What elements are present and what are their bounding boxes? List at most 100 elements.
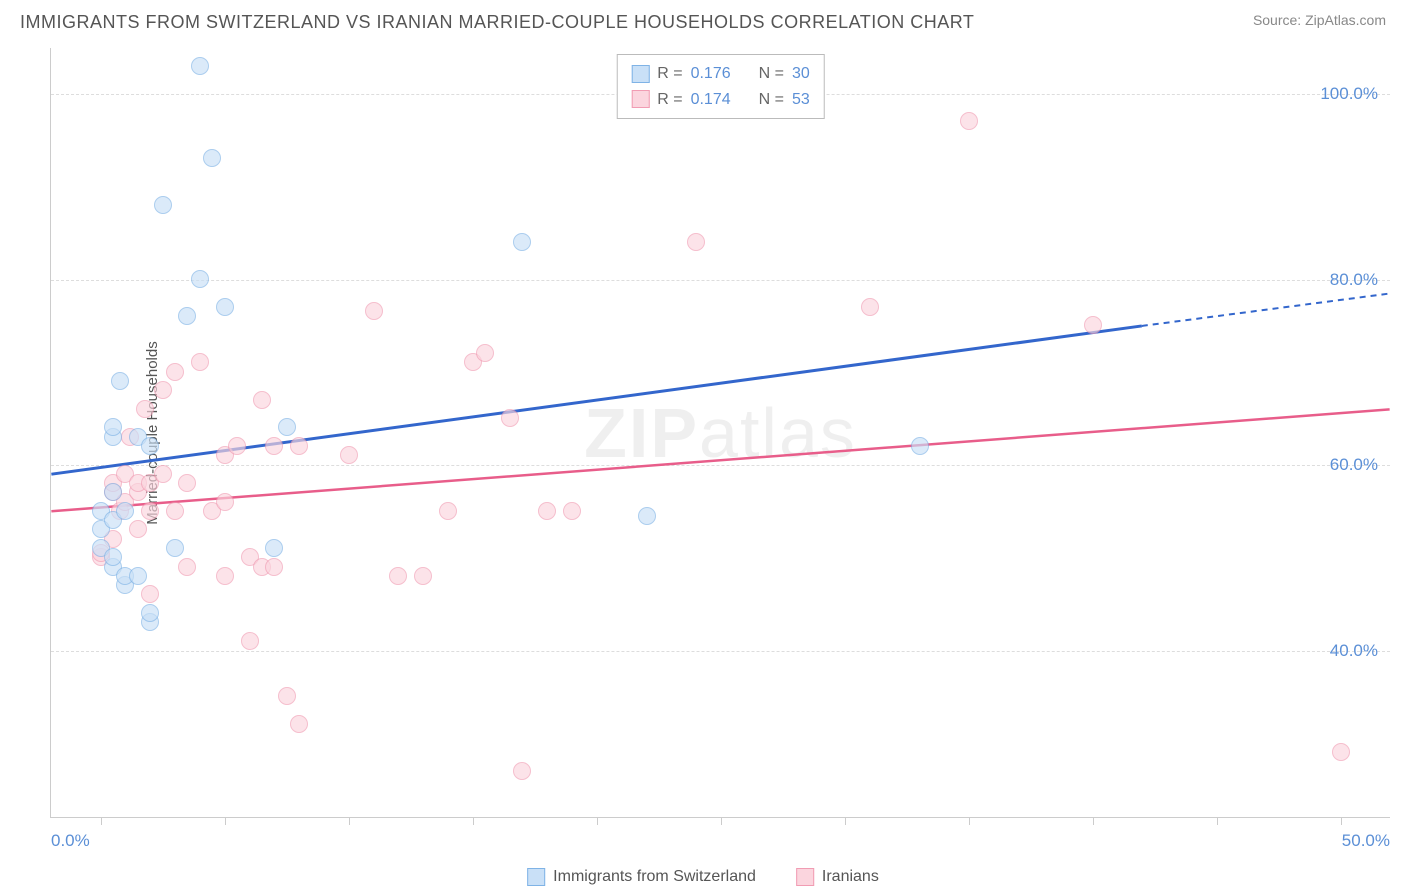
x-tick: [597, 817, 598, 825]
data-point-iranian: [129, 520, 147, 538]
data-point-iranian: [538, 502, 556, 520]
swatch-swiss: [631, 65, 649, 83]
data-point-swiss: [513, 233, 531, 251]
data-point-iranian: [166, 502, 184, 520]
n-value-swiss: 30: [792, 61, 810, 87]
regression-lines: [51, 48, 1390, 817]
source-label: Source: ZipAtlas.com: [1253, 12, 1386, 28]
data-point-iranian: [241, 632, 259, 650]
x-tick: [101, 817, 102, 825]
data-point-swiss: [116, 502, 134, 520]
data-point-iranian: [216, 567, 234, 585]
data-point-iranian: [687, 233, 705, 251]
x-tick: [1341, 817, 1342, 825]
swatch-iranian: [796, 868, 814, 886]
gridline: [51, 280, 1390, 281]
data-point-swiss: [104, 548, 122, 566]
data-point-iranian: [290, 437, 308, 455]
x-tick: [721, 817, 722, 825]
data-point-iranian: [136, 400, 154, 418]
data-point-iranian: [1084, 316, 1102, 334]
data-point-swiss: [104, 483, 122, 501]
data-point-iranian: [154, 381, 172, 399]
chart-title: IMMIGRANTS FROM SWITZERLAND VS IRANIAN M…: [20, 12, 974, 33]
y-tick-label: 40.0%: [1330, 641, 1378, 661]
data-point-swiss: [166, 539, 184, 557]
r-value-swiss: 0.176: [691, 61, 731, 87]
data-point-iranian: [960, 112, 978, 130]
data-point-swiss: [111, 372, 129, 390]
data-point-iranian: [178, 474, 196, 492]
r-label: R =: [657, 87, 682, 113]
y-axis-label: Married-couple Households: [144, 341, 161, 524]
watermark-light: atlas: [699, 394, 857, 472]
legend-item-iranian: Iranians: [796, 868, 879, 886]
r-value-iranian: 0.174: [691, 87, 731, 113]
legend-row-iranian: R = 0.174 N = 53: [631, 87, 810, 113]
data-point-iranian: [178, 558, 196, 576]
data-point-iranian: [253, 391, 271, 409]
data-point-iranian: [365, 302, 383, 320]
data-point-iranian: [216, 493, 234, 511]
data-point-iranian: [1332, 743, 1350, 761]
data-point-iranian: [265, 437, 283, 455]
data-point-swiss: [216, 298, 234, 316]
data-point-swiss: [203, 149, 221, 167]
data-point-iranian: [513, 762, 531, 780]
data-point-iranian: [154, 465, 172, 483]
n-value-iranian: 53: [792, 87, 810, 113]
y-tick-label: 80.0%: [1330, 270, 1378, 290]
data-point-iranian: [290, 715, 308, 733]
x-tick: [1093, 817, 1094, 825]
data-point-iranian: [439, 502, 457, 520]
data-point-iranian: [861, 298, 879, 316]
data-point-iranian: [141, 502, 159, 520]
y-tick-label: 60.0%: [1330, 455, 1378, 475]
gridline: [51, 465, 1390, 466]
data-point-swiss: [265, 539, 283, 557]
r-label: R =: [657, 61, 682, 87]
data-point-iranian: [414, 567, 432, 585]
legend-label-iranian: Iranians: [822, 868, 879, 886]
swatch-iranian: [631, 90, 649, 108]
data-point-iranian: [141, 585, 159, 603]
data-point-iranian: [340, 446, 358, 464]
x-tick: [1217, 817, 1218, 825]
data-point-swiss: [191, 57, 209, 75]
data-point-iranian: [228, 437, 246, 455]
data-point-iranian: [166, 363, 184, 381]
watermark: ZIPatlas: [584, 393, 857, 473]
correlation-legend: R = 0.176 N = 30 R = 0.174 N = 53: [616, 54, 825, 119]
n-label: N =: [759, 87, 784, 113]
data-point-iranian: [191, 353, 209, 371]
data-point-iranian: [389, 567, 407, 585]
y-tick-label: 100.0%: [1320, 84, 1378, 104]
gridline: [51, 651, 1390, 652]
data-point-swiss: [178, 307, 196, 325]
x-tick: [969, 817, 970, 825]
data-point-iranian: [476, 344, 494, 362]
data-point-swiss: [104, 418, 122, 436]
data-point-swiss: [911, 437, 929, 455]
data-point-swiss: [129, 567, 147, 585]
data-point-swiss: [638, 507, 656, 525]
legend-item-swiss: Immigrants from Switzerland: [527, 868, 756, 886]
x-axis-max-label: 50.0%: [1342, 831, 1390, 851]
data-point-swiss: [154, 196, 172, 214]
x-tick: [349, 817, 350, 825]
x-tick: [845, 817, 846, 825]
x-tick: [225, 817, 226, 825]
data-point-iranian: [501, 409, 519, 427]
legend-label-swiss: Immigrants from Switzerland: [553, 868, 756, 886]
data-point-swiss: [141, 604, 159, 622]
legend-row-swiss: R = 0.176 N = 30: [631, 61, 810, 87]
data-point-swiss: [278, 418, 296, 436]
data-point-iranian: [278, 687, 296, 705]
n-label: N =: [759, 61, 784, 87]
swatch-swiss: [527, 868, 545, 886]
x-tick: [473, 817, 474, 825]
watermark-bold: ZIP: [584, 394, 699, 472]
series-legend: Immigrants from Switzerland Iranians: [527, 868, 879, 886]
chart-plot-area: Married-couple Households ZIPatlas 40.0%…: [50, 48, 1390, 818]
data-point-swiss: [141, 437, 159, 455]
